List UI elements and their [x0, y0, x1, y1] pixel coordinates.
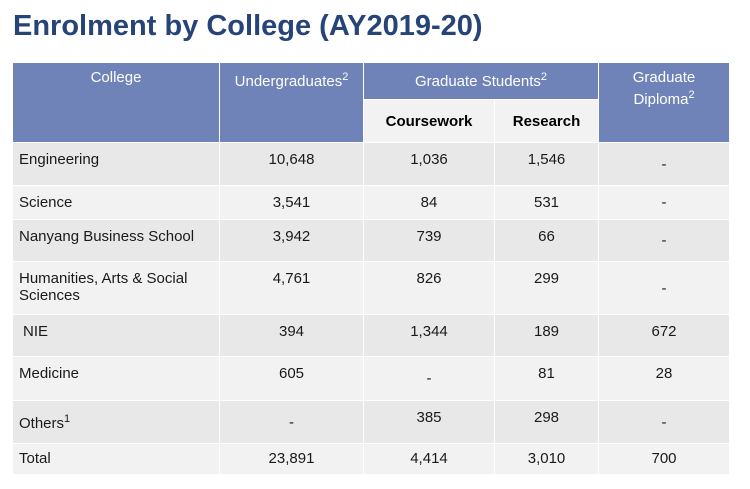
cell-coursework: 4,414: [363, 443, 495, 475]
cell-undergraduates: -: [219, 400, 364, 444]
cell-college: Science: [12, 185, 220, 220]
cell-undergraduates: 23,891: [219, 443, 364, 475]
header-undergraduates: Undergraduates2: [219, 62, 364, 143]
table-row: Engineering 10,648 1,036 1,546-: [12, 142, 731, 186]
enrolment-table: College Undergraduates2 Graduate Student…: [12, 62, 731, 475]
header-graduate-students-label: Graduate Students: [414, 73, 541, 90]
cell-coursework: -: [363, 356, 495, 401]
cell-college: Total: [12, 443, 220, 475]
cell-undergraduates: 3,541: [219, 185, 364, 220]
table-row: Science 3,541 84 531-: [12, 185, 731, 220]
college-name: NIE: [23, 323, 49, 340]
cell-research: 298: [493, 400, 600, 444]
college-name: Engineering: [19, 151, 100, 168]
header-college: College: [12, 62, 220, 143]
table-row: Humanities, Arts & Social Sciences 4,761 8…: [12, 261, 731, 315]
college-name: Total: [19, 450, 51, 467]
college-name: Others: [19, 415, 65, 432]
cell-college: Humanities, Arts & Social Sciences: [12, 261, 220, 315]
cell-research: 66: [493, 219, 600, 262]
cell-college: Others1: [12, 400, 220, 444]
table-row: Medicine 605-81 28: [12, 356, 731, 401]
cell-coursework: 385: [363, 400, 495, 444]
college-name: Medicine: [19, 365, 80, 382]
cell-undergraduates: 605: [219, 356, 364, 401]
cell-diploma: -: [598, 400, 731, 444]
header-graduate-diploma-footnote: 2: [688, 89, 695, 101]
header-graduate-diploma-line2: Diploma: [633, 91, 689, 108]
header-graduate-diploma-line1: Graduate: [632, 69, 696, 86]
cell-college: Medicine: [12, 356, 220, 401]
cell-diploma: -: [598, 219, 731, 262]
cell-coursework: 84: [363, 185, 495, 220]
college-name: Humanities, Arts & Social Sciences: [19, 270, 188, 304]
cell-research: 1,546: [493, 142, 600, 186]
cell-research: 531: [493, 185, 600, 220]
cell-research: 299: [493, 261, 600, 315]
page-title: Enrolment by College (AY2019-20): [13, 10, 483, 42]
cell-undergraduates: 394: [219, 314, 364, 357]
cell-research: 81: [493, 356, 600, 401]
header-graduate-students-footnote: 2: [540, 71, 548, 83]
cell-college: Engineering: [12, 142, 220, 186]
cell-coursework: 1,344: [363, 314, 495, 357]
table-row: Others1-385 298-: [12, 400, 731, 444]
header-graduate-diploma: Graduate Diploma2: [598, 62, 731, 143]
college-footnote: 1: [64, 413, 71, 425]
header-college-label: College: [90, 69, 142, 86]
table-row: Total 23,891 4,414 3,010 700: [12, 443, 731, 475]
table-row: NIE 394 1,344 189 672: [12, 314, 731, 357]
cell-research: 189: [493, 314, 600, 357]
table-row: Nanyang Business School 3,942 739 66-: [12, 219, 731, 262]
cell-undergraduates: 10,648: [219, 142, 364, 186]
cell-undergraduates: 3,942: [219, 219, 364, 262]
cell-diploma: 672: [598, 314, 731, 357]
header-undergraduates-footnote: 2: [342, 71, 349, 83]
header-research: Research: [493, 99, 600, 143]
cell-diploma: -: [598, 261, 731, 315]
cell-college: NIE: [12, 314, 220, 357]
college-name: Nanyang Business School: [19, 228, 195, 245]
cell-undergraduates: 4,761: [219, 261, 364, 315]
cell-diploma: 28: [598, 356, 731, 401]
header-undergraduates-label: Undergraduates: [234, 73, 343, 90]
cell-diploma: 700: [598, 443, 731, 475]
cell-college: Nanyang Business School: [12, 219, 220, 262]
header-coursework: Coursework: [363, 99, 495, 143]
cell-coursework: 739: [363, 219, 495, 262]
cell-coursework: 1,036: [363, 142, 495, 186]
cell-research: 3,010: [493, 443, 600, 475]
cell-diploma: -: [598, 185, 731, 220]
header-graduate-students: Graduate Students2: [362, 62, 600, 100]
cell-coursework: 826: [363, 261, 495, 315]
college-name: Science: [19, 194, 73, 211]
cell-diploma: -: [598, 142, 731, 186]
